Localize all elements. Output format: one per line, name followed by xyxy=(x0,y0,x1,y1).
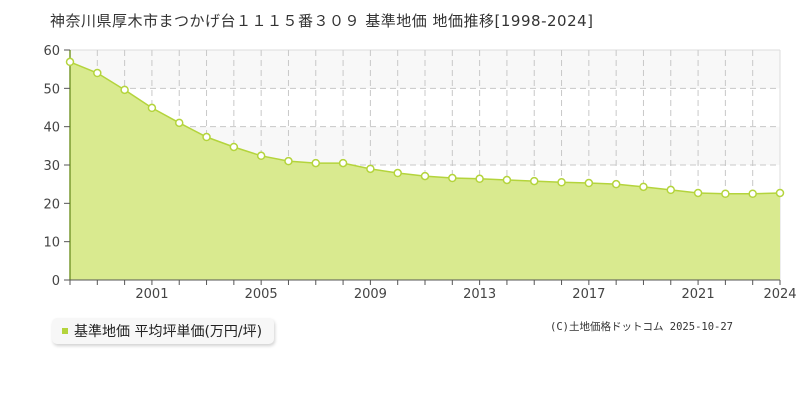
data-area xyxy=(70,61,780,281)
svg-text:40: 40 xyxy=(43,121,60,136)
svg-text:2024: 2024 xyxy=(763,287,796,302)
svg-text:2021: 2021 xyxy=(682,287,715,302)
svg-text:2001: 2001 xyxy=(135,287,168,302)
x-axis-labels: 2001 2005 2009 2013 2017 2021 2024 xyxy=(135,287,796,302)
svg-text:50: 50 xyxy=(43,82,60,97)
svg-text:30: 30 xyxy=(43,159,60,174)
chart-title: 神奈川県厚木市まつかげ台１１１５番３０９ 基準地価 地価推移[1998-2024… xyxy=(50,12,594,30)
svg-text:0: 0 xyxy=(52,274,60,289)
svg-text:2017: 2017 xyxy=(572,287,605,302)
legend[interactable]: 基準地価 平均坪単価(万円/坪) xyxy=(52,318,275,344)
svg-text:2005: 2005 xyxy=(245,287,278,302)
svg-text:10: 10 xyxy=(43,236,60,251)
data-markers xyxy=(65,57,785,198)
legend-swatch-icon xyxy=(62,328,68,334)
svg-text:60: 60 xyxy=(43,44,60,59)
y-axis-labels: 0 10 20 30 40 50 60 xyxy=(43,44,60,289)
svg-text:2009: 2009 xyxy=(354,287,387,302)
copyright-credit: (C)土地価格ドットコム 2025-10-27 xyxy=(550,321,734,333)
svg-text:20: 20 xyxy=(43,197,60,212)
svg-text:2013: 2013 xyxy=(463,287,496,302)
legend-label: 基準地価 平均坪単価(万円/坪) xyxy=(74,324,263,340)
axes xyxy=(64,49,781,285)
